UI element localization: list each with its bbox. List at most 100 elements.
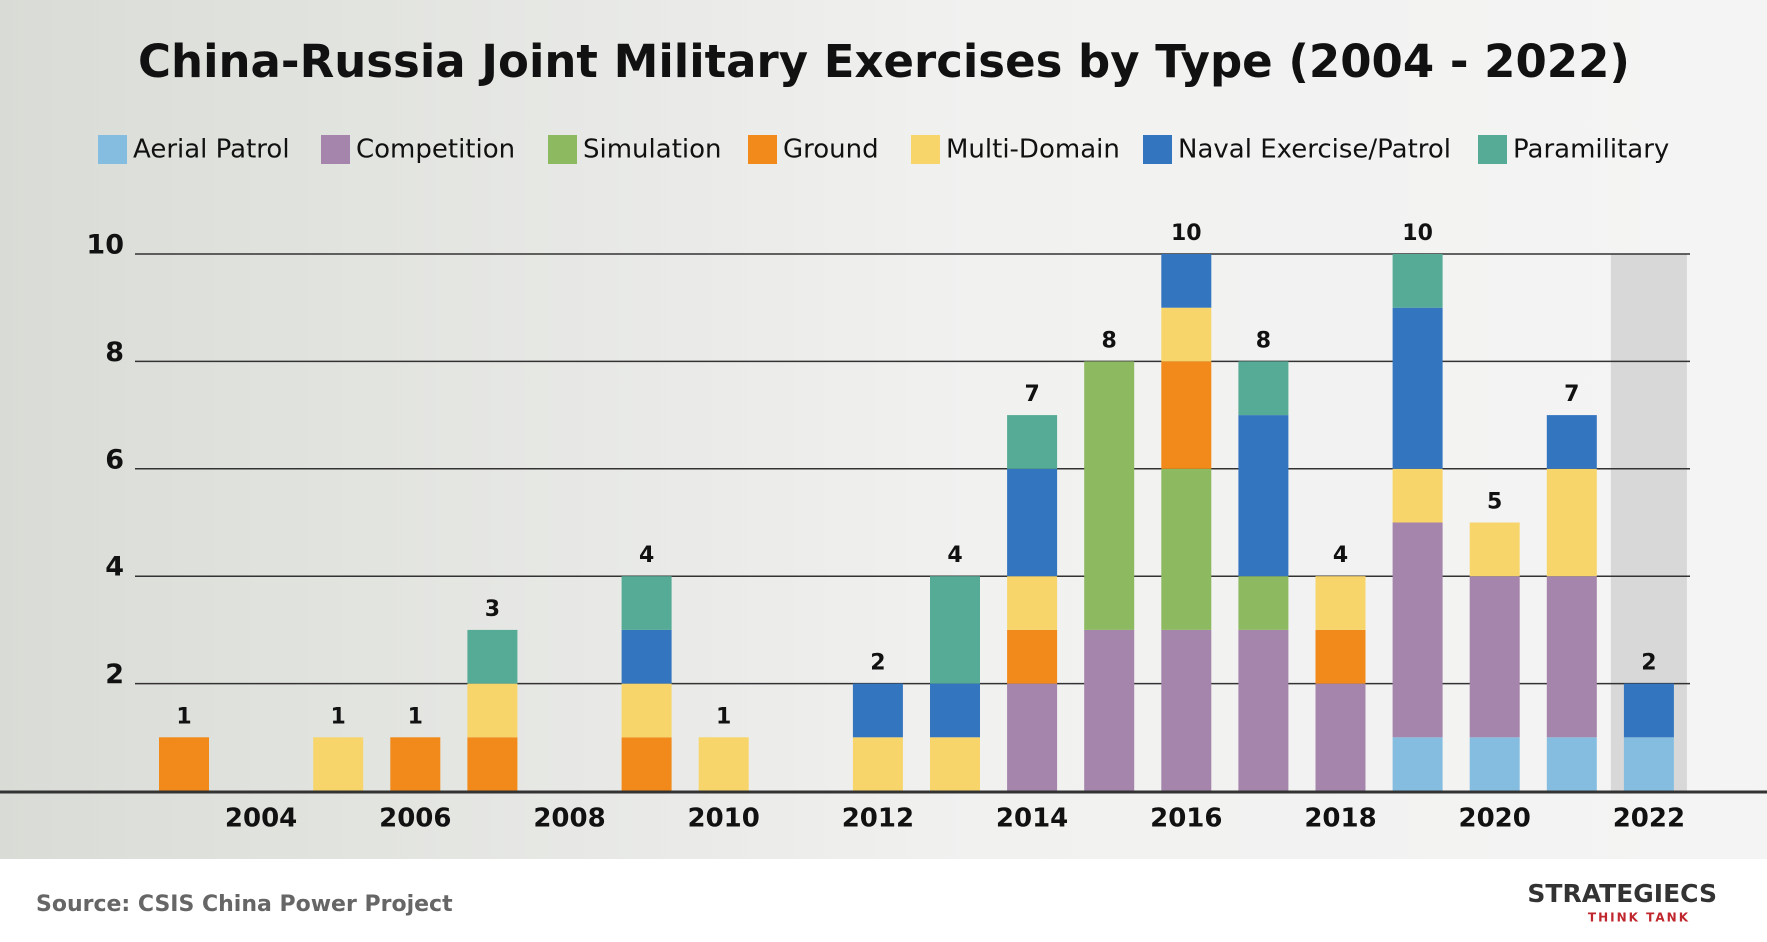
x-tick-label: 2004 (225, 804, 297, 834)
total-label: 1 (716, 704, 731, 729)
x-tick-label: 2016 (1150, 804, 1222, 834)
bar-segment (1084, 629, 1135, 791)
bar-segment (1007, 576, 1058, 630)
bar-segment (390, 737, 441, 791)
total-label: 7 (1024, 382, 1039, 407)
total-label: 1 (176, 704, 191, 729)
bar-segment (1546, 415, 1597, 469)
bar-segment (313, 737, 364, 791)
bar-segment (1315, 576, 1366, 630)
bar-segment (1238, 629, 1289, 791)
x-tick-label: 2014 (996, 804, 1068, 834)
bar-segment (467, 629, 518, 684)
bar-segment (1392, 737, 1443, 791)
bar-segment (930, 737, 980, 791)
total-label: 8 (1102, 328, 1117, 353)
total-label: 10 (1402, 221, 1433, 246)
legend-label: Naval Exercise/Patrol (1178, 135, 1451, 165)
bar-segment (1161, 468, 1212, 630)
x-tick-label: 2022 (1613, 804, 1685, 834)
total-label: 8 (1256, 328, 1271, 353)
logo: STRATEGIECS (1527, 879, 1717, 908)
x-tick-label: 2018 (1304, 804, 1376, 834)
legend-swatch (321, 135, 350, 164)
bar-segment (1161, 629, 1212, 791)
y-tick-label: 8 (105, 337, 124, 368)
bar-segment (1238, 576, 1289, 630)
total-label: 1 (331, 704, 346, 729)
total-label: 3 (485, 597, 500, 622)
bar-segment (1469, 737, 1520, 791)
bar-segment (467, 683, 518, 738)
bar-segment (1238, 415, 1289, 577)
bar-segment (621, 576, 672, 630)
bar-segment (1623, 737, 1674, 791)
total-label: 2 (1641, 651, 1656, 676)
bar-segment (1392, 468, 1443, 523)
chart-title: China-Russia Joint Military Exercises by… (138, 35, 1630, 88)
total-label: 7 (1564, 382, 1579, 407)
bar-segment (1392, 307, 1443, 469)
x-tick-label: 2020 (1459, 804, 1531, 834)
bar-segment (1007, 683, 1058, 791)
bar-segment (852, 683, 903, 738)
bar-segment (852, 737, 903, 791)
y-tick-label: 2 (105, 659, 124, 690)
legend-swatch (1478, 135, 1507, 164)
legend-swatch (748, 135, 777, 164)
bar-segment (621, 683, 672, 738)
bar-segment (1007, 415, 1058, 469)
total-label: 1 (408, 704, 423, 729)
bar-segment (1546, 737, 1597, 791)
total-label: 4 (639, 543, 654, 568)
bar-segment (1623, 683, 1674, 738)
bar-segment (1469, 576, 1520, 738)
bar-segment (1161, 254, 1212, 308)
legend-swatch (1143, 135, 1172, 164)
total-label: 4 (947, 543, 962, 568)
legend-swatch (911, 135, 940, 164)
bar-segment (698, 737, 749, 791)
bar-segment (1546, 576, 1597, 738)
bar-segment (1392, 254, 1443, 308)
bar-segment (1315, 683, 1366, 791)
bar-segment (1469, 522, 1520, 577)
x-tick-label: 2008 (533, 804, 605, 834)
total-label: 4 (1333, 543, 1348, 568)
bar-segment (930, 683, 980, 738)
legend-label: Competition (356, 135, 515, 165)
footer-background (0, 859, 1767, 942)
total-label: 2 (870, 651, 885, 676)
bar-segment (1007, 629, 1058, 684)
bar-segment (1546, 468, 1597, 577)
bar-segment (930, 576, 980, 684)
bar-segment (621, 737, 672, 791)
total-label: 10 (1171, 221, 1202, 246)
bar-segment (159, 737, 209, 791)
y-tick-label: 4 (105, 552, 124, 583)
bar-segment (1084, 361, 1135, 630)
x-tick-label: 2006 (379, 804, 451, 834)
bar-segment (1161, 361, 1212, 469)
legend-label: Paramilitary (1513, 135, 1669, 165)
bar-segment (1238, 361, 1289, 416)
bar-segment (1007, 468, 1058, 577)
total-label: 5 (1487, 490, 1502, 515)
y-tick-label: 10 (86, 230, 124, 261)
bar-segment (1315, 629, 1366, 684)
legend-swatch (548, 135, 577, 164)
bar-segment (621, 629, 672, 684)
logo-tagline: THINK TANK (1588, 911, 1690, 925)
source: Source: CSIS China Power Project (36, 892, 453, 917)
x-tick-label: 2010 (688, 804, 760, 834)
legend-label: Multi-Domain (946, 135, 1120, 165)
bar-segment (1161, 307, 1212, 362)
x-tick-label: 2012 (842, 804, 914, 834)
legend-swatch (98, 135, 127, 164)
y-tick-label: 6 (105, 444, 124, 475)
legend-label: Ground (783, 135, 879, 165)
legend-label: Simulation (583, 135, 722, 165)
bar-segment (1392, 522, 1443, 738)
